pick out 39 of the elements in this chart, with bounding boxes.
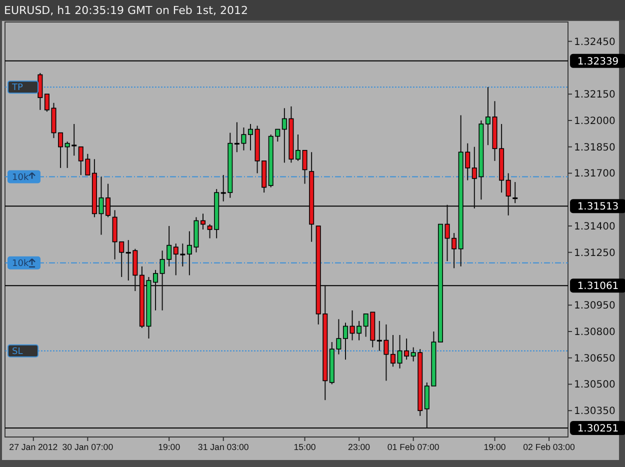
chart-title: EURUSD, h1 20:35:19 GMT on Feb 1st, 2012 bbox=[4, 4, 248, 17]
candlestick bbox=[38, 72, 43, 110]
y-tick-label: 1.30800 bbox=[574, 326, 616, 338]
y-tick-label: 1.31850 bbox=[574, 142, 616, 154]
candlestick bbox=[390, 334, 396, 368]
x-tick-label: 27 Jan 2012 bbox=[9, 442, 58, 452]
candlestick bbox=[485, 86, 490, 146]
y-tick-label: 1.31250 bbox=[574, 248, 616, 259]
candlestick bbox=[302, 150, 308, 184]
y-tick-label: 1.30650 bbox=[574, 353, 616, 364]
x-tick-label: 02 Feb 03:00 bbox=[523, 442, 576, 452]
y-tick-label: 1.32000 bbox=[574, 116, 616, 127]
y-tick-label: 1.30950 bbox=[574, 300, 616, 312]
ref-line-label: 10k bbox=[12, 172, 30, 183]
ref-line-label: TP bbox=[11, 83, 24, 94]
x-tick-label: 15:00 bbox=[294, 442, 316, 452]
x-tick-label: 31 Jan 03:00 bbox=[198, 442, 249, 452]
ref-line-label: 1.30251 bbox=[577, 424, 619, 435]
y-tick-label: 1.30350 bbox=[574, 406, 616, 418]
y-tick-label: 1.32150 bbox=[574, 90, 616, 101]
y-tick-label: 1.32450 bbox=[574, 36, 616, 48]
ref-line-label: SL bbox=[12, 346, 23, 357]
candlestick bbox=[342, 322, 348, 360]
ref-line-label: 1.31513 bbox=[577, 202, 619, 213]
x-tick-label: 01 Feb 07:00 bbox=[387, 442, 440, 452]
y-tick-label: 1.30500 bbox=[574, 380, 616, 391]
y-tick-label: 1.31700 bbox=[574, 168, 616, 180]
x-tick-label: 23:00 bbox=[348, 442, 370, 452]
x-tick-label: 30 Jan 07:00 bbox=[62, 442, 114, 452]
ref-line-label: 1.31061 bbox=[577, 281, 619, 292]
candlestick bbox=[295, 134, 301, 162]
y-tick-label: 1.31400 bbox=[574, 221, 616, 232]
candlestick bbox=[248, 123, 254, 151]
x-tick-label: 19:00 bbox=[158, 442, 180, 452]
ref-line-label: 1.32339 bbox=[577, 56, 619, 68]
candlestick bbox=[200, 213, 206, 230]
ref-line-label: 10k bbox=[12, 259, 30, 270]
candlestick bbox=[512, 182, 518, 204]
x-tick-label: 19:00 bbox=[484, 442, 506, 452]
